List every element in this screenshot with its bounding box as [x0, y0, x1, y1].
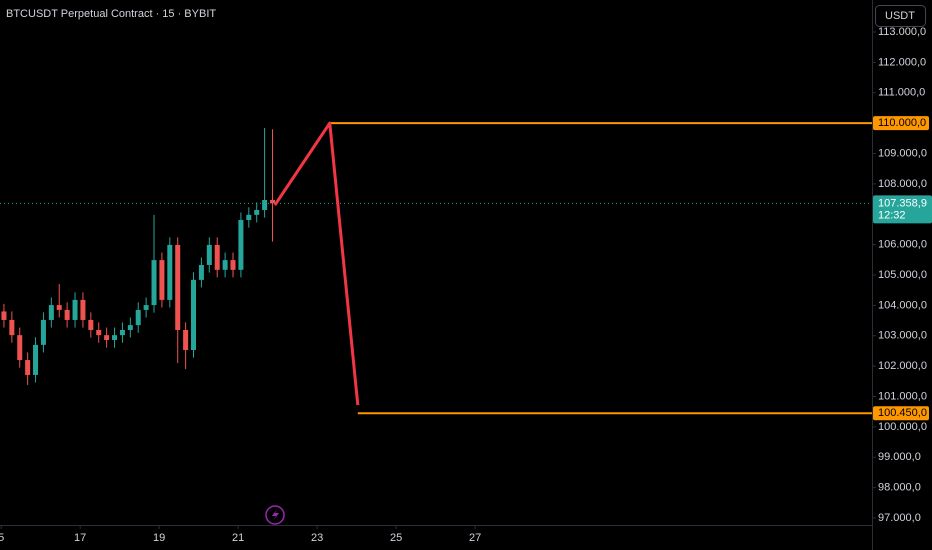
candle-body — [270, 199, 275, 204]
candle-body — [230, 260, 236, 270]
candle-body — [222, 260, 228, 270]
x-tick-label: 17 — [74, 532, 86, 544]
y-tick-label: 97.000,0 — [878, 512, 921, 524]
y-tick-label: 103.000,0 — [878, 330, 927, 342]
candle-body — [25, 360, 31, 375]
x-tick-label: 21 — [232, 532, 244, 544]
candle-body — [127, 325, 133, 330]
event-icon-bolt — [272, 509, 279, 521]
candle-body — [254, 209, 260, 215]
y-tick-label: 102.000,0 — [878, 360, 927, 372]
candle-body — [206, 244, 212, 265]
candle-body — [167, 244, 173, 300]
y-tick-label: 98.000,0 — [878, 482, 921, 494]
x-tick-label: 25 — [390, 532, 402, 544]
candle-body — [143, 305, 149, 310]
level-label-box — [873, 116, 929, 131]
candle-body — [72, 299, 78, 320]
candle-body — [88, 319, 94, 330]
candle-body — [112, 335, 118, 341]
plot-area — [0, 121, 872, 415]
currency-label[interactable]: USDT — [885, 10, 915, 22]
x-tick-label: 5 — [0, 532, 4, 544]
candle-body — [135, 309, 141, 326]
candle-body — [80, 299, 86, 320]
candle-body — [175, 244, 181, 330]
candle-body — [56, 305, 62, 310]
candle-body — [48, 305, 54, 320]
candle-body — [183, 329, 189, 351]
y-tick-label: 101.000,0 — [878, 390, 927, 402]
candle-body — [159, 260, 165, 300]
y-tick-label: 100.000,0 — [878, 421, 927, 433]
y-tick-label: 113.000,0 — [878, 26, 926, 38]
last-price-label: 107.358,9 — [878, 197, 927, 209]
candle-body — [238, 220, 244, 270]
candle-body — [1, 311, 7, 320]
y-tick-label: 108.000,0 — [878, 178, 927, 190]
chart-title: BTCUSDT Perpetual Contract · 15 · BYBIT — [6, 8, 216, 20]
candle-body — [40, 319, 46, 345]
countdown-label: 12:32 — [878, 209, 906, 221]
level-label: 110.000,0 — [878, 117, 926, 129]
candle-body — [33, 344, 39, 375]
candle-body — [119, 329, 125, 336]
candle-body — [262, 199, 268, 210]
candle-body — [246, 214, 252, 221]
candle-body — [96, 329, 102, 336]
y-tick-label: 109.000,0 — [878, 147, 927, 159]
candle-body — [104, 335, 110, 341]
y-tick-label: 111.000,0 — [878, 87, 925, 99]
x-tick-label: 19 — [153, 532, 165, 544]
level-label-box — [873, 406, 929, 421]
candle-body — [17, 335, 23, 361]
candle-body — [9, 319, 15, 336]
candle-body — [191, 279, 197, 351]
last-price-box — [873, 195, 932, 224]
x-tick-label: 23 — [311, 532, 323, 544]
candle-body — [198, 264, 204, 280]
level-label: 100.450,0 — [878, 407, 927, 419]
candle-body — [214, 244, 220, 270]
x-tick-label: 27 — [469, 532, 481, 544]
y-tick-label: 99.000,0 — [878, 451, 921, 463]
candle-body — [64, 309, 70, 320]
y-tick-label: 105.000,0 — [878, 269, 927, 281]
y-tick-label: 106.000,0 — [878, 239, 927, 251]
candle-body — [151, 260, 157, 306]
y-tick-label: 112.000,0 — [878, 56, 926, 68]
y-tick-label: 104.000,0 — [878, 299, 927, 311]
event-icon[interactable] — [265, 505, 285, 525]
projection-line — [273, 121, 360, 406]
currency-button[interactable] — [875, 5, 926, 27]
